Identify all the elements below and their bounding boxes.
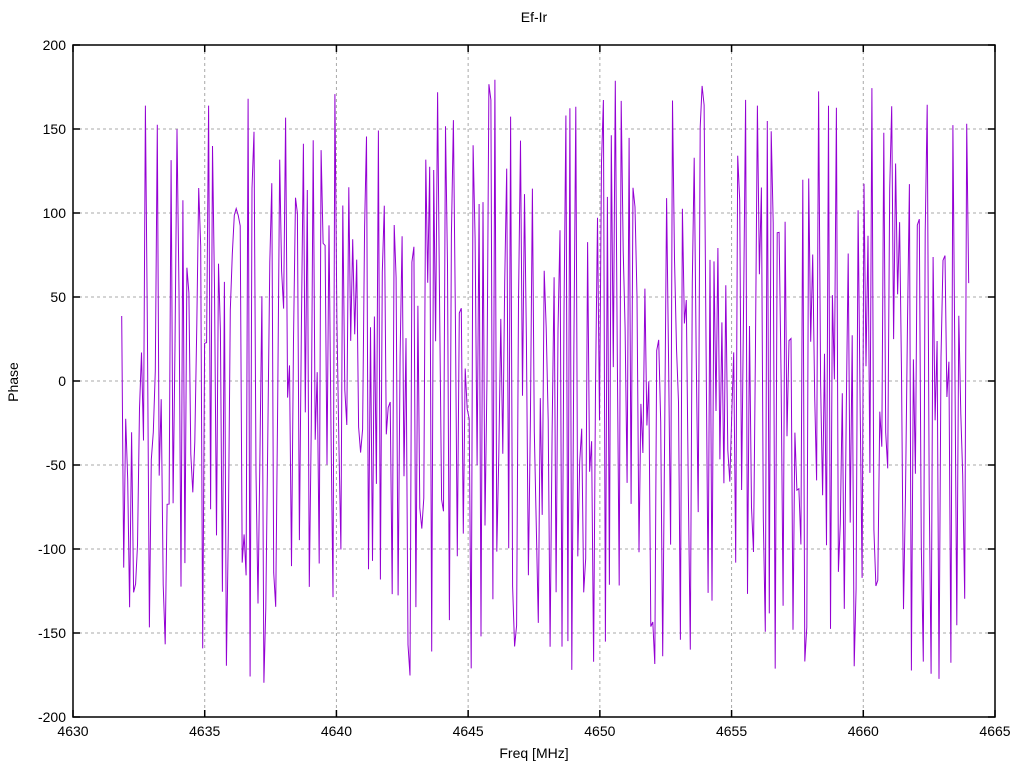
- y-tick-label--150: -150: [37, 625, 66, 641]
- chart-title: Ef-Ir: [520, 9, 548, 25]
- phase-data-line: [121, 79, 970, 683]
- y-tick-label-0: 0: [58, 373, 66, 389]
- y-tick-label-200: 200: [42, 37, 66, 53]
- x-tick-label-4660: 4660: [847, 723, 879, 739]
- x-tick-label-4640: 4640: [320, 723, 352, 739]
- y-tick-label-100: 100: [42, 205, 66, 221]
- y-tick-label-150: 150: [42, 121, 66, 137]
- x-axis-label: Freq [MHz]: [499, 745, 569, 761]
- y-tick-label--200: -200: [37, 709, 66, 725]
- x-tick-label-4650: 4650: [584, 723, 616, 739]
- x-tick-label-4630: 4630: [57, 723, 89, 739]
- y-tick-label-50: 50: [50, 289, 66, 305]
- x-tick-label-4635: 4635: [189, 723, 221, 739]
- y-tick-label--100: -100: [37, 541, 66, 557]
- x-tick-label-4665: 4665: [979, 723, 1011, 739]
- x-tick-label-4645: 4645: [452, 723, 484, 739]
- y-tick-label--50: -50: [45, 457, 66, 473]
- x-tick-label-4655: 4655: [715, 723, 748, 739]
